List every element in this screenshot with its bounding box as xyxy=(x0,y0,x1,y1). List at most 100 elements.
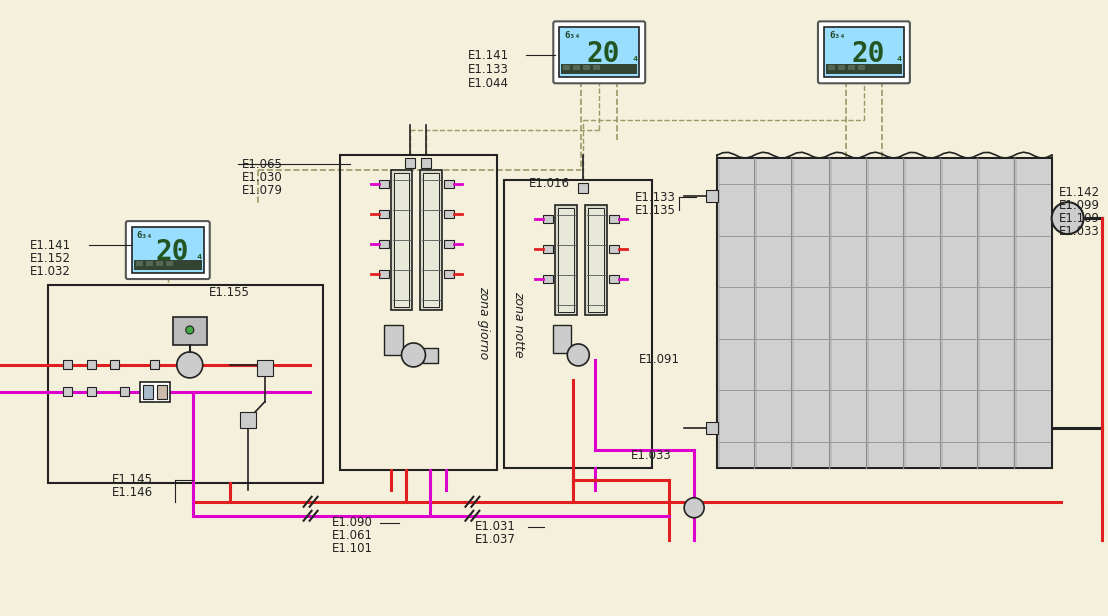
Bar xyxy=(562,64,637,75)
Bar xyxy=(423,348,439,363)
Text: 6₃₄: 6₃₄ xyxy=(136,230,153,240)
Bar xyxy=(420,170,442,310)
Bar xyxy=(339,155,497,470)
Text: E1.133: E1.133 xyxy=(468,63,509,76)
Text: E1.146: E1.146 xyxy=(112,486,153,499)
Circle shape xyxy=(1051,202,1084,234)
Bar xyxy=(166,261,173,266)
Text: E1.109: E1.109 xyxy=(1058,212,1099,225)
Bar xyxy=(609,245,619,253)
Text: zona giorno: zona giorno xyxy=(476,286,490,359)
Text: 6₃₄: 6₃₄ xyxy=(564,31,581,40)
Text: 20: 20 xyxy=(851,40,884,68)
Text: E1.044: E1.044 xyxy=(468,77,509,90)
Text: E1.101: E1.101 xyxy=(331,542,372,555)
Bar xyxy=(156,261,163,266)
Text: E1.032: E1.032 xyxy=(30,264,71,278)
Bar xyxy=(838,65,845,70)
Bar xyxy=(257,360,273,376)
Bar xyxy=(718,159,753,467)
Bar xyxy=(1016,159,1050,467)
Bar xyxy=(609,275,619,283)
Text: E1.152: E1.152 xyxy=(30,251,71,264)
Text: ₄: ₄ xyxy=(632,51,638,64)
Bar xyxy=(406,158,416,168)
Bar xyxy=(423,173,440,307)
Bar xyxy=(543,275,553,283)
Text: E1.135: E1.135 xyxy=(635,204,676,217)
FancyBboxPatch shape xyxy=(126,221,209,279)
Bar xyxy=(379,240,389,248)
Text: 20: 20 xyxy=(155,238,188,266)
Circle shape xyxy=(684,498,704,517)
Bar xyxy=(825,64,902,75)
Circle shape xyxy=(186,326,194,334)
Bar xyxy=(239,412,256,428)
Text: ₄: ₄ xyxy=(196,249,203,262)
Text: 20: 20 xyxy=(586,40,620,68)
Bar xyxy=(504,180,653,468)
Bar xyxy=(151,360,160,370)
Text: E1.090: E1.090 xyxy=(331,516,372,529)
Bar xyxy=(563,65,571,70)
Bar xyxy=(553,325,572,353)
Bar xyxy=(146,261,153,266)
FancyBboxPatch shape xyxy=(553,22,645,83)
Bar xyxy=(588,208,604,312)
Bar xyxy=(583,65,591,70)
Bar xyxy=(63,360,72,370)
Text: E1.037: E1.037 xyxy=(474,533,515,546)
Bar xyxy=(573,65,581,70)
Bar xyxy=(848,65,855,70)
Text: E1.031: E1.031 xyxy=(474,521,515,533)
Text: E1.016: E1.016 xyxy=(530,177,571,190)
Bar xyxy=(88,387,96,396)
Text: E1.033: E1.033 xyxy=(632,449,671,463)
Bar xyxy=(383,325,403,355)
Bar xyxy=(143,385,153,399)
Bar xyxy=(578,183,588,193)
Bar xyxy=(444,210,454,218)
Text: E1.155: E1.155 xyxy=(208,286,249,299)
Text: E1.141: E1.141 xyxy=(30,238,71,251)
Bar xyxy=(609,215,619,223)
Bar xyxy=(824,27,904,77)
Text: E1.061: E1.061 xyxy=(331,529,372,542)
Bar xyxy=(756,159,790,467)
Bar xyxy=(585,205,607,315)
Text: zona notte: zona notte xyxy=(512,291,525,357)
Bar xyxy=(941,159,976,467)
Bar xyxy=(140,382,170,402)
Bar xyxy=(706,422,718,434)
Bar xyxy=(560,27,639,77)
Bar xyxy=(706,190,718,202)
Bar xyxy=(543,245,553,253)
Bar xyxy=(48,285,322,483)
Bar xyxy=(555,205,577,315)
Circle shape xyxy=(177,352,203,378)
Circle shape xyxy=(401,343,425,367)
Bar xyxy=(444,270,454,278)
Text: E1.145: E1.145 xyxy=(112,473,153,486)
Text: E1.099: E1.099 xyxy=(1058,198,1099,212)
Text: E1.030: E1.030 xyxy=(242,171,283,184)
Bar xyxy=(157,385,167,399)
Bar xyxy=(858,65,865,70)
Bar xyxy=(444,180,454,188)
Bar xyxy=(379,270,389,278)
Bar xyxy=(830,159,865,467)
Text: E1.091: E1.091 xyxy=(639,354,680,367)
Text: E1.133: E1.133 xyxy=(635,190,676,204)
Bar xyxy=(717,158,1051,468)
Bar xyxy=(792,159,828,467)
Bar xyxy=(111,360,120,370)
Bar xyxy=(828,65,835,70)
Text: E1.079: E1.079 xyxy=(242,184,283,197)
FancyBboxPatch shape xyxy=(818,22,910,83)
Text: E1.141: E1.141 xyxy=(468,49,509,62)
Text: E1.142: E1.142 xyxy=(1058,185,1100,198)
Bar xyxy=(136,261,143,266)
Text: E1.033: E1.033 xyxy=(1058,225,1099,238)
Bar xyxy=(173,317,207,345)
Text: 6₃₄: 6₃₄ xyxy=(829,31,845,40)
